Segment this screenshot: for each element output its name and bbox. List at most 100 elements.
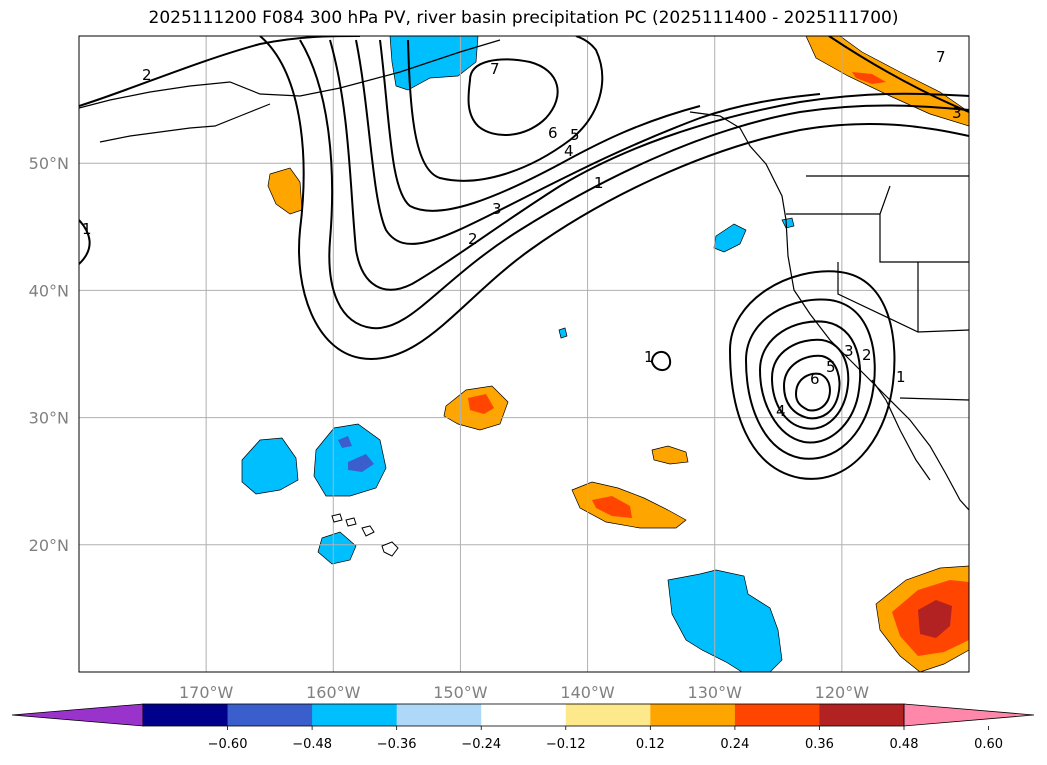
contour-label: 6 <box>810 370 820 388</box>
island-oahu <box>345 517 357 527</box>
contour-label: 1 <box>82 220 92 238</box>
lon-tick-label: 150°W <box>433 683 488 702</box>
pv-contour-1 <box>259 36 969 360</box>
colorbar-tick-label: 0.24 <box>720 737 749 752</box>
lat-tick-label: 20°N <box>29 536 69 555</box>
colorbar-tick-label: 0.36 <box>805 737 834 752</box>
pv-contour-5 <box>379 39 701 212</box>
contour-label: 2 <box>862 346 872 364</box>
colorbar-segment <box>650 704 736 726</box>
colorbar-tick-label: −0.36 <box>377 737 417 752</box>
contour-label: 5 <box>826 358 836 376</box>
precip-neg-southeast <box>667 569 783 672</box>
precip-neg-hawaii-east-core2 <box>338 436 352 448</box>
colorbar-segment <box>565 704 651 726</box>
hawaii-islands <box>331 513 399 557</box>
contour-label: 3 <box>844 342 854 360</box>
precip-pos-subtropical-core <box>592 496 632 518</box>
border-states <box>786 185 969 401</box>
lon-tick-label: 170°W <box>179 683 234 702</box>
pv-contour-2 <box>299 39 969 330</box>
precip-pos-subtropical <box>571 481 687 529</box>
colorbar-segment <box>227 704 313 726</box>
contour-labels: 2 7 6 5 4 1 3 2 1 1 6 5 3 2 4 1 3 7 <box>82 48 962 420</box>
coastline-baja <box>871 379 931 481</box>
pv-cutoff-2 <box>744 298 876 460</box>
contour-label: 1 <box>594 174 604 192</box>
pv-cutoff-1 <box>728 270 896 480</box>
lat-tick-label: 30°N <box>29 409 69 428</box>
contour-label: 6 <box>548 124 558 142</box>
pv-contours <box>79 36 969 480</box>
contour-label: 5 <box>570 126 580 144</box>
plot-area <box>79 36 969 672</box>
lon-tick-label: 120°W <box>815 683 870 702</box>
precip-neg-hawaii-south <box>317 531 357 565</box>
precip-pos-southeast-max <box>918 600 952 638</box>
contour-label: 3 <box>952 104 962 122</box>
colorbar-segment <box>734 704 820 726</box>
pv-cutoff-5 <box>782 354 841 420</box>
colorbar-tick-label: 0.48 <box>890 737 919 752</box>
precip-pos-bc-core <box>852 72 886 84</box>
precip-pos-north-pacific <box>267 167 303 215</box>
pv-contour-3 <box>329 39 969 291</box>
contour-label: 4 <box>776 402 786 420</box>
pv-cutoff-4 <box>770 338 850 430</box>
island-maui <box>361 525 375 537</box>
precip-pos-mid-pacific-core <box>468 394 494 414</box>
colorbar-max-extension <box>903 703 1035 727</box>
contour-label: 1 <box>644 348 654 366</box>
coastline-aleutians <box>99 103 271 143</box>
pv-contour-1-small-loop <box>650 351 672 371</box>
contour-label: 2 <box>142 66 152 84</box>
lon-tick-label: 130°W <box>688 683 743 702</box>
colorbar: −0.60 −0.48 −0.36 −0.24 −0.12 0.12 0.24 0.36 0.4… <box>11 703 1035 752</box>
contour-label: 3 <box>492 200 502 218</box>
plot-frame <box>78 35 970 673</box>
contour-label: 7 <box>936 48 946 66</box>
precip-neg-oregon-offshore <box>713 223 747 253</box>
precip-neg-tiny-38n <box>558 327 568 339</box>
colorbar-segment <box>312 704 398 726</box>
map-title: 2025111200 F084 300 hPa PV, river basin … <box>148 8 899 28</box>
precip-neg-hawaii-west <box>241 437 299 495</box>
precip-neg-hawaii-east-core <box>348 454 374 472</box>
contour-label: 4 <box>564 142 574 160</box>
colorbar-segment <box>143 704 229 726</box>
precip-pos-bc-band <box>805 36 969 127</box>
longitude-labels: 170°W 160°W 150°W 140°W 130°W 120°W <box>179 683 869 702</box>
pv-contour-4 <box>355 39 821 245</box>
island-kauai <box>331 513 343 523</box>
pv-contour-6 <box>407 36 604 182</box>
island-hawaii <box>381 541 399 557</box>
colorbar-tick-label: −0.60 <box>208 737 248 752</box>
colorbar-segment <box>481 704 567 726</box>
colorbar-segment <box>819 704 905 726</box>
precip-neg-gulf-alaska <box>389 36 479 91</box>
pv-contour-1-west <box>79 219 91 265</box>
colorbar-frame <box>142 703 905 727</box>
pv-contour-3-northeast <box>828 36 969 113</box>
colorbar-tick-label: 0.60 <box>974 737 1003 752</box>
colorbar-tick-label: −0.48 <box>292 737 332 752</box>
pv-cutoff-6 <box>794 372 831 412</box>
lat-tick-label: 50°N <box>29 154 69 173</box>
pv-cutoff-3 <box>758 320 861 444</box>
latitude-labels: 50°N 40°N 30°N 20°N <box>29 154 69 555</box>
contour-label: 7 <box>490 60 500 78</box>
lon-tick-label: 140°W <box>560 683 615 702</box>
lat-tick-label: 40°N <box>29 281 69 300</box>
precip-pos-small-27n <box>651 445 689 465</box>
contour-label: 2 <box>468 230 478 248</box>
colorbar-segment <box>396 704 482 726</box>
contour-label: 1 <box>896 368 906 386</box>
colorbar-tick-label: −0.12 <box>546 737 586 752</box>
colorbar-tick-label: −0.24 <box>461 737 501 752</box>
colorbar-tick-label: 0.12 <box>636 737 665 752</box>
precip-neg-hawaii-east <box>313 423 387 497</box>
lon-tick-label: 160°W <box>306 683 361 702</box>
colorbar-min-extension <box>11 703 144 727</box>
coastline-alaska <box>79 39 501 109</box>
